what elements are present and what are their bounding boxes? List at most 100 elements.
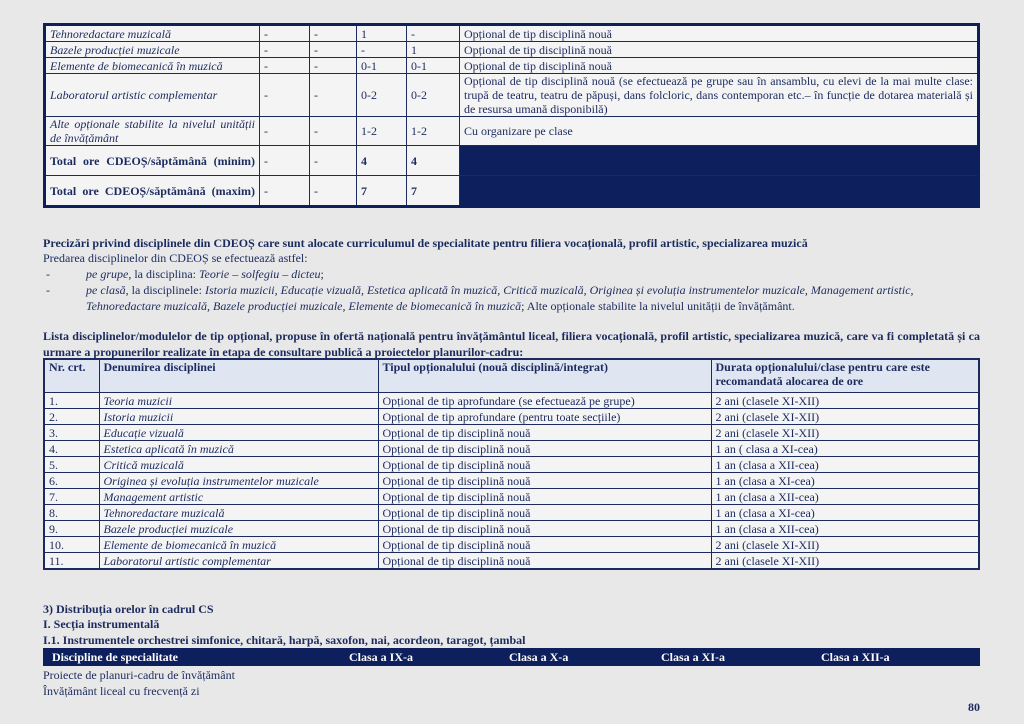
hours-cell: - <box>406 24 460 42</box>
bullet-discipline: Teorie – solfegiu – dicteu <box>198 267 321 281</box>
precizari-heading: Precizări privind disciplinele din CDEOȘ… <box>43 236 808 250</box>
distributie-heading: 3) Distribuția orelor în cadrul CS <box>43 602 214 616</box>
note-cell: Opțional de tip disciplină nouă (se efec… <box>459 73 979 117</box>
optional-type: Opțional de tip disciplină nouă <box>377 520 712 537</box>
row-number: 2. <box>43 408 100 425</box>
specialty-disciplines-header: Discipline de specialitate Clasa a IX-a Cl… <box>43 648 980 666</box>
column-header: Clasa a XII-a <box>812 648 980 666</box>
duration: 1 an (clasa a XI-cea) <box>710 504 980 521</box>
filled-cell <box>459 175 979 207</box>
hours-cell: - <box>309 41 357 58</box>
table-row: Bazele producției muzicale - - -1 Opțional d… <box>44 41 979 58</box>
duration: 1 an (clasa a XII-cea) <box>710 520 980 537</box>
hours-cell: 0-2 <box>406 73 460 117</box>
hours-cell: 0-1 <box>356 57 407 74</box>
column-header: Clasa a XI-a <box>652 648 813 666</box>
column-header: Nr. crt. <box>43 358 100 393</box>
total-label: Total ore CDEOȘ/săptămână (maxim) <box>44 175 260 207</box>
bullet-dash: - <box>46 267 50 281</box>
precizari-intro: Predarea disciplinelor din CDEOȘ se efec… <box>43 251 308 265</box>
discipline-name: Teoria muzicii <box>98 392 379 409</box>
duration: 1 an (clasa a XII-cea) <box>710 456 980 473</box>
hours-cell: - <box>259 41 310 58</box>
row-number: 8. <box>43 504 100 521</box>
row-number: 5. <box>43 456 100 473</box>
discipline-name: Laboratorul artistic complementar <box>44 73 260 117</box>
discipline-name: Elemente de biomecanică în muzică <box>98 536 379 553</box>
discipline-name: Tehnoredactare muzicală <box>44 24 260 42</box>
duration: 2 ani (clasele XI-XII) <box>710 408 980 425</box>
bullet-end: ; <box>320 267 324 281</box>
column-header: Discipline de specialitate <box>43 648 341 666</box>
bullet-emphasis: pe grupe <box>86 267 129 281</box>
discipline-name: Bazele producției muzicale <box>98 520 379 537</box>
table-row: 7. Management artistic Opțional de tip dis… <box>43 488 980 505</box>
optional-type: Opțional de tip aprofundare (pentru toat… <box>377 408 712 425</box>
total-row: Total ore CDEOȘ/săptămână (minim) - -4 4 <box>44 145 979 176</box>
row-number: 1. <box>43 392 100 409</box>
bullet-text: , la disciplina: <box>128 267 199 281</box>
table-row: Elemente de biomecanică în muzică - -0-1 0-… <box>44 57 979 74</box>
optional-type: Opțional de tip disciplină nouă <box>377 440 712 457</box>
hours-cell: - <box>259 57 310 74</box>
discipline-name: Estetica aplicată în muzică <box>98 440 379 457</box>
note-cell: Cu organizare pe clase <box>459 116 979 146</box>
column-header: Denumirea disciplinei <box>98 358 379 393</box>
hours-cell: 0-2 <box>356 73 407 117</box>
table-row: Tehnoredactare muzicală - -1- Opțional de t… <box>44 24 979 42</box>
row-number: 11. <box>43 552 100 570</box>
hours-cell: 1-2 <box>406 116 460 146</box>
duration: 2 ani (clasele XI-XII) <box>710 552 980 570</box>
discipline-name: Elemente de biomecanică în muzică <box>44 57 260 74</box>
bullet-pe-grupe: - pe grupe, la disciplina: Teorie – solf… <box>46 266 324 282</box>
note-cell: Opțional de tip disciplină nouă <box>459 57 979 74</box>
optional-type: Opțional de tip disciplină nouă <box>377 504 712 521</box>
hours-cell: - <box>309 57 357 74</box>
hours-cell: 1-2 <box>356 116 407 146</box>
note-cell: Opțional de tip disciplină nouă <box>459 24 979 42</box>
optional-type: Opțional de tip disciplină nouă <box>377 488 712 505</box>
hours-cell: 0-1 <box>406 57 460 74</box>
optional-type: Opțional de tip disciplină nouă <box>377 552 712 570</box>
duration: 1 an (clasa a XI-cea) <box>710 472 980 489</box>
row-number: 3. <box>43 424 100 441</box>
discipline-name: Educație vizuală <box>98 424 379 441</box>
footer-line-2: Învățământ liceal cu frecvență zi <box>43 684 200 698</box>
column-header: Clasa a IX-a <box>340 648 501 666</box>
total-label: Total ore CDEOȘ/săptămână (minim) <box>44 145 260 176</box>
footer-line-1: Proiecte de planuri-cadru de învățământ <box>43 668 235 682</box>
hours-cell: - <box>309 116 357 146</box>
hours-cell: 7 <box>356 175 407 207</box>
cdeos-hours-table: Tehnoredactare muzicală - -1- Opțional de t… <box>43 23 980 208</box>
bullet-disciplines: Istoria muzicii, Educație vizuală, Estet… <box>86 283 914 313</box>
page-number: 80 <box>968 700 980 714</box>
hours-cell: - <box>259 73 310 117</box>
discipline-name: Originea și evoluția instrumentelor muzi… <box>98 472 379 489</box>
table-row: 6. Originea și evoluția instrumentelor mu… <box>43 472 980 489</box>
hours-cell: - <box>309 175 357 207</box>
row-number: 7. <box>43 488 100 505</box>
row-number: 9. <box>43 520 100 537</box>
table-row: Alte opționale stabilite la nivelul unit… <box>44 116 979 146</box>
hours-cell: - <box>309 145 357 176</box>
table-row: 10. Elemente de biomecanică în muzică Opți… <box>43 536 980 553</box>
optional-type: Opțional de tip aprofundare (se efectuea… <box>377 392 712 409</box>
hours-cell: 4 <box>356 145 407 176</box>
duration: 1 an (clasa a XII-cea) <box>710 488 980 505</box>
table-row: 3. Educație vizuală Opțional de tip discip… <box>43 424 980 441</box>
table-row: 4. Estetica aplicată în muzică Opțional de… <box>43 440 980 457</box>
optional-type: Opțional de tip disciplină nouă <box>377 456 712 473</box>
table-row: 11. Laboratorul artistic complementar Opți… <box>43 552 980 570</box>
discipline-name: Management artistic <box>98 488 379 505</box>
optional-type: Opțional de tip disciplină nouă <box>377 472 712 489</box>
filled-cell <box>459 145 979 176</box>
optional-type: Opțional de tip disciplină nouă <box>377 536 712 553</box>
hours-cell: 4 <box>406 145 460 176</box>
total-row: Total ore CDEOȘ/săptămână (maxim) - -7 7 <box>44 175 979 207</box>
table-row: 9. Bazele producției muzicale Opțional de … <box>43 520 980 537</box>
duration: 1 an ( clasa a XI-cea) <box>710 440 980 457</box>
column-header: Tipul opționalului (nouă disciplină/inte… <box>377 358 712 393</box>
note-cell: Opțional de tip disciplină nouă <box>459 41 979 58</box>
table-row: 5. Critică muzicală Opțional de tip discip… <box>43 456 980 473</box>
row-number: 10. <box>43 536 100 553</box>
